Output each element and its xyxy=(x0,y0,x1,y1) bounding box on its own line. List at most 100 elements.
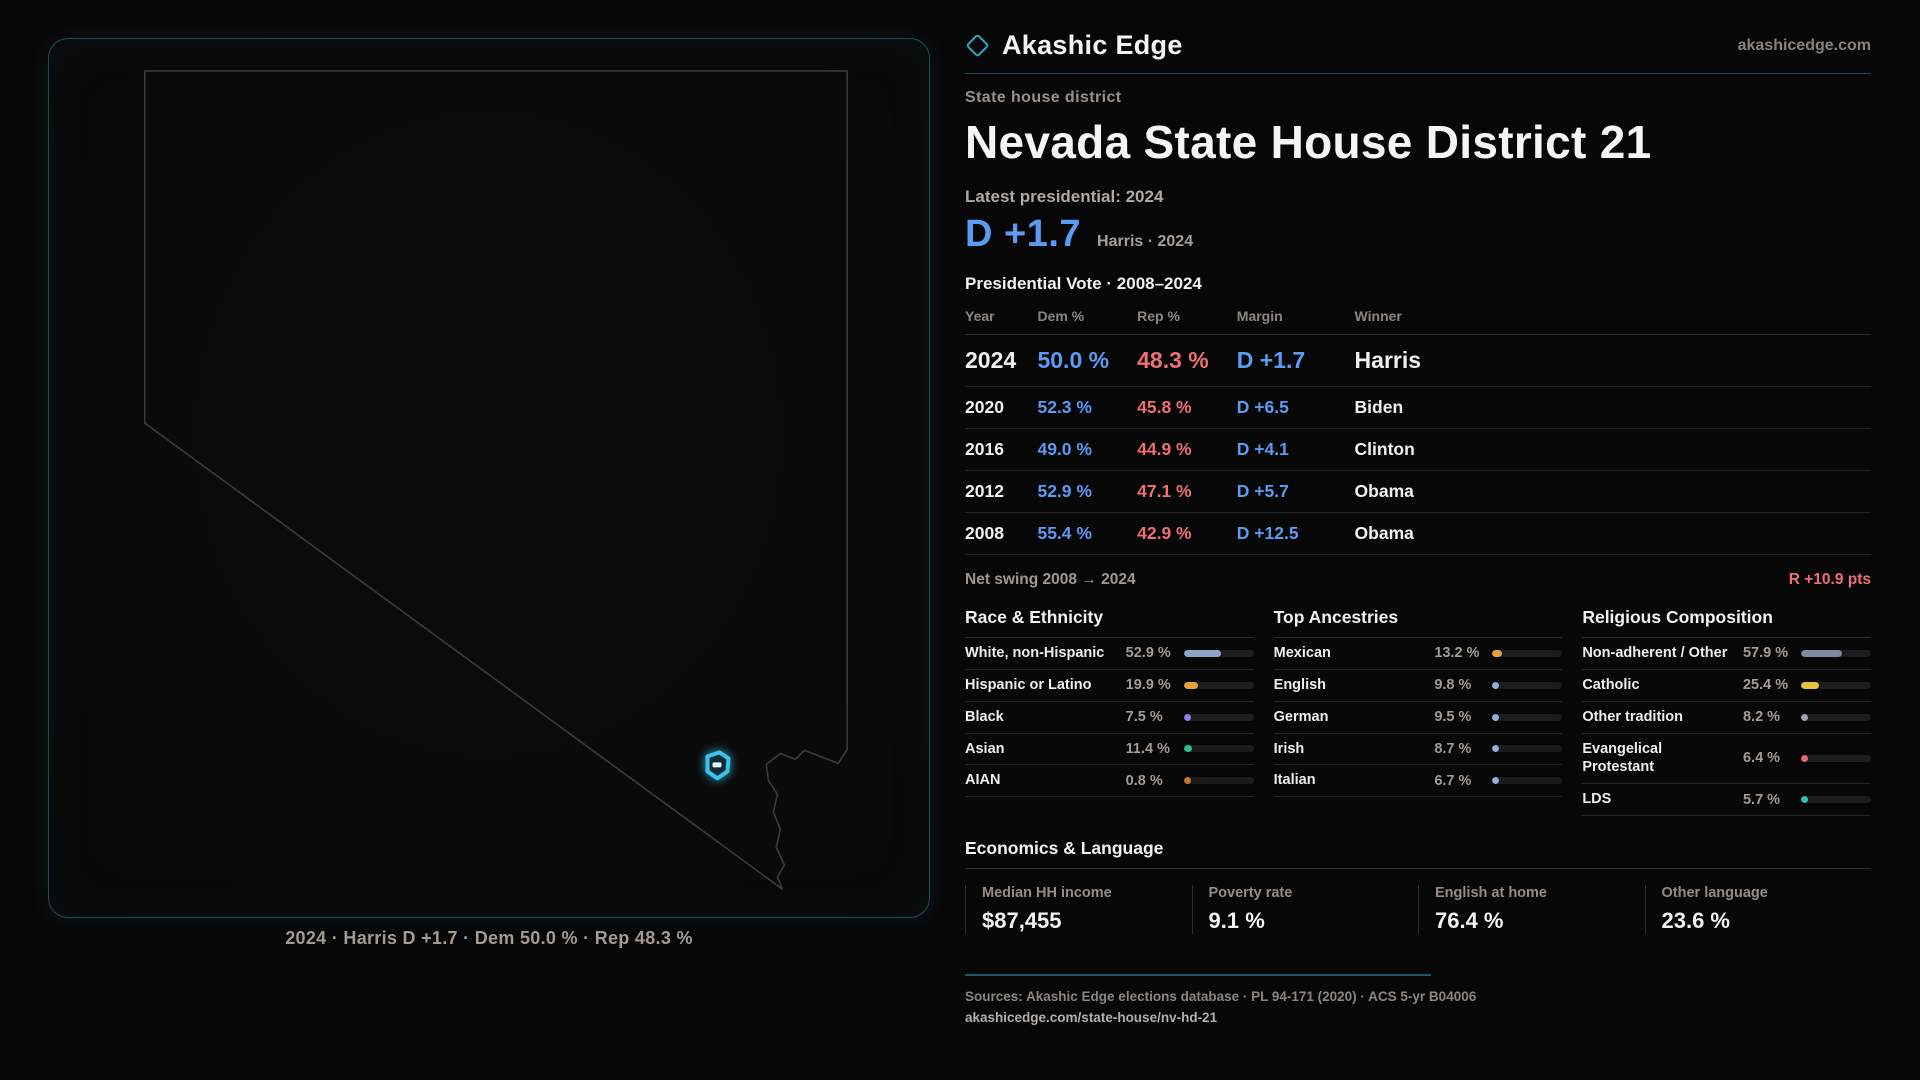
vote-table-title: Presidential Vote · 2008–2024 xyxy=(965,274,1202,293)
vote-table-head-row: Year Dem % Rep % Margin Winner xyxy=(965,302,1871,335)
header-divider xyxy=(965,73,1871,74)
demo-bar-fill xyxy=(1800,713,1808,721)
demo-value: 6.4 % xyxy=(1742,750,1781,767)
demo-value: 7.5 % xyxy=(1125,709,1163,726)
info-panel: Akashic Edge akashicedge.com State house… xyxy=(965,30,1871,1025)
nevada-outline xyxy=(143,70,848,890)
demo-bar-track xyxy=(1183,745,1254,753)
demo-value: 57.9 % xyxy=(1742,645,1789,662)
demo-label: Evangelical Protestant xyxy=(1582,740,1663,776)
econ-stat-label: Other language xyxy=(1661,885,1768,902)
demo-value: 9.8 % xyxy=(1434,677,1472,694)
net-swing-row: Net swing 2008 → 2024 R +10.9 pts xyxy=(965,571,1871,589)
vote-cell-dem: 52.3 % xyxy=(1037,386,1138,429)
vote-cell-rep: 45.8 % xyxy=(1137,386,1237,429)
brand-header: Akashic Edge akashicedge.com xyxy=(965,30,1871,61)
vote-row: 2012 52.9 % 47.1 % D +5.7 Obama xyxy=(965,470,1871,513)
econ-stat: Poverty rate 9.1 % xyxy=(1191,885,1419,935)
demo-bar-fill xyxy=(1183,777,1191,785)
vote-cell-rep: 48.3 % xyxy=(1137,334,1237,387)
demo-bar-fill xyxy=(1800,681,1819,689)
vote-column-header: Dem % xyxy=(1037,302,1138,335)
demo-bar-track xyxy=(1800,713,1871,721)
vote-cell-year: 2024 xyxy=(965,334,1038,387)
demo-bar-fill xyxy=(1183,713,1191,721)
district-core xyxy=(712,762,722,768)
demo-row: AIAN 0.8 % xyxy=(965,765,1254,798)
vote-column-header: Rep % xyxy=(1137,302,1237,335)
vote-cell-mar: D +12.5 xyxy=(1236,512,1355,555)
demo-row: Asian 11.4 % xyxy=(965,734,1254,766)
demo-label: Italian xyxy=(1273,772,1316,789)
district-marker xyxy=(705,750,731,781)
demo-bar-track xyxy=(1183,649,1254,657)
brand-name: Akashic Edge xyxy=(1002,30,1183,60)
demo-bar-fill xyxy=(1492,777,1500,785)
vote-row: 2024 50.0 % 48.3 % D +1.7 Harris xyxy=(965,334,1871,387)
district-kicker: State house district xyxy=(965,89,1122,106)
demo-section: Religious Composition Non-adherent / Othe… xyxy=(1582,607,1871,817)
headline-margin-context: Harris · 2024 xyxy=(1097,233,1194,250)
permalink-url[interactable]: akashicedge.com/state-house/nv-hd-21 xyxy=(965,1010,1218,1026)
econ-stats: Median HH income $87,455 Poverty rate 9.1 %… xyxy=(965,885,1871,935)
vote-cell-win: Clinton xyxy=(1354,428,1871,471)
vote-cell-win: Harris xyxy=(1354,334,1871,387)
demo-bar-track xyxy=(1492,745,1563,753)
demo-bar-track xyxy=(1183,713,1254,721)
vote-cell-year: 2016 xyxy=(965,428,1038,471)
state-map-card xyxy=(48,38,930,918)
vote-row: 2016 49.0 % 44.9 % D +4.1 Clinton xyxy=(965,428,1871,471)
vote-cell-dem: 50.0 % xyxy=(1037,334,1138,387)
demo-row: Mexican 13.2 % xyxy=(1273,638,1563,670)
demo-label: English xyxy=(1273,676,1327,693)
demo-bar-fill xyxy=(1492,649,1502,657)
vote-cell-mar: D +6.5 xyxy=(1236,386,1355,429)
demo-bar-track xyxy=(1492,681,1563,689)
sources-text: Sources: Akashic Edge elections database… xyxy=(965,989,1477,1005)
demo-bar-track xyxy=(1800,796,1871,804)
demo-row: White, non-Hispanic 52.9 % xyxy=(965,638,1254,670)
econ-stat-label: Median HH income xyxy=(982,885,1112,902)
vote-cell-year: 2012 xyxy=(965,470,1038,513)
vote-cell-mar: D +5.7 xyxy=(1236,470,1355,513)
vote-row: 2008 55.4 % 42.9 % D +12.5 Obama xyxy=(965,512,1871,555)
demo-bar-fill xyxy=(1183,649,1221,657)
demo-label: Asian xyxy=(965,740,1005,757)
demo-value: 11.4 % xyxy=(1125,740,1170,757)
demo-section-heading: Race & Ethnicity xyxy=(965,607,1254,638)
demo-bar-fill xyxy=(1492,713,1500,721)
demo-label: Non-adherent / Other xyxy=(1582,645,1728,661)
net-swing-value: R +10.9 pts xyxy=(1788,571,1871,588)
econ-stat-value: $87,455 xyxy=(982,908,1062,934)
demo-row: Hispanic or Latino 19.9 % xyxy=(965,670,1254,702)
demo-bar-track xyxy=(1183,777,1254,785)
latest-presidential-label: Latest presidential: 2024 xyxy=(965,187,1164,206)
demo-value: 19.9 % xyxy=(1125,677,1171,694)
demo-value: 6.7 % xyxy=(1434,772,1472,789)
vote-column-header: Winner xyxy=(1354,302,1871,335)
econ-stat-label: English at home xyxy=(1435,885,1547,902)
vote-cell-dem: 52.9 % xyxy=(1037,470,1138,513)
vote-cell-mar: D +4.1 xyxy=(1236,428,1355,471)
demographics-grid: Race & Ethnicity White, non-Hispanic 52.9 … xyxy=(965,607,1871,817)
demo-bar-fill xyxy=(1800,754,1808,762)
economics-heading: Economics & Language xyxy=(965,838,1871,870)
demo-row: Irish 8.7 % xyxy=(1273,734,1563,766)
demo-bar-track xyxy=(1800,754,1871,762)
footer: Sources: Akashic Edge elections database… xyxy=(965,974,1871,1025)
vote-cell-rep: 42.9 % xyxy=(1137,512,1237,555)
demo-value: 8.2 % xyxy=(1742,709,1781,726)
demo-bar-fill xyxy=(1492,681,1500,689)
demo-value: 52.9 % xyxy=(1125,645,1171,662)
net-swing-label: Net swing 2008 → 2024 xyxy=(965,571,1136,588)
demo-row: LDS 5.7 % xyxy=(1582,784,1871,817)
demo-bar-track xyxy=(1492,649,1563,657)
brand-domain-link[interactable]: akashicedge.com xyxy=(1737,36,1871,54)
demo-bar-fill xyxy=(1183,745,1192,753)
demo-label: Hispanic or Latino xyxy=(965,676,1092,693)
demo-label: AIAN xyxy=(965,772,1001,789)
demo-bar-track xyxy=(1492,777,1563,785)
vote-cell-year: 2020 xyxy=(965,386,1038,429)
vote-cell-win: Obama xyxy=(1354,512,1871,555)
demo-row: English 9.8 % xyxy=(1273,670,1563,702)
